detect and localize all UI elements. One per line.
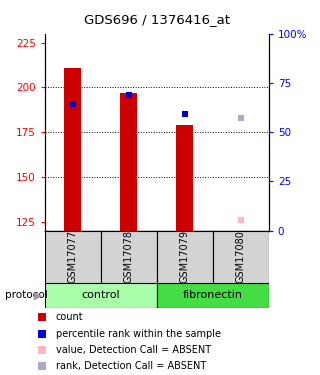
Bar <box>101 231 157 283</box>
Text: protocol: protocol <box>5 291 48 300</box>
Text: GSM17078: GSM17078 <box>124 230 134 284</box>
Text: GDS696 / 1376416_at: GDS696 / 1376416_at <box>84 13 230 26</box>
Bar <box>157 231 213 283</box>
Text: fibronectin: fibronectin <box>183 290 243 300</box>
Text: rank, Detection Call = ABSENT: rank, Detection Call = ABSENT <box>56 362 206 372</box>
Bar <box>213 231 269 283</box>
Text: count: count <box>56 312 84 322</box>
Text: GSM17077: GSM17077 <box>68 230 78 284</box>
Bar <box>157 283 269 308</box>
Text: GSM17079: GSM17079 <box>180 230 190 284</box>
Text: GSM17080: GSM17080 <box>236 230 246 284</box>
Text: value, Detection Call = ABSENT: value, Detection Call = ABSENT <box>56 345 211 355</box>
Text: ▶: ▶ <box>34 291 42 300</box>
Bar <box>45 283 157 308</box>
Bar <box>64 68 81 231</box>
Bar <box>176 125 193 231</box>
Bar <box>45 231 101 283</box>
Text: control: control <box>82 290 120 300</box>
Bar <box>120 93 137 231</box>
Text: percentile rank within the sample: percentile rank within the sample <box>56 328 221 339</box>
